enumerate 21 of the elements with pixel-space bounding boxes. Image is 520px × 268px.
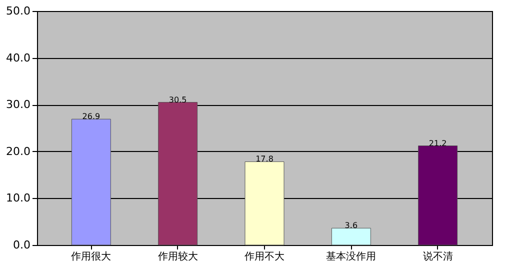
data-label: 3.6 — [344, 221, 358, 230]
x-tick-label: 作用不大 — [244, 250, 284, 262]
y-tick-label: 20.0 — [6, 144, 30, 158]
bar — [331, 228, 371, 246]
bar — [244, 161, 284, 246]
data-label: 30.5 — [168, 95, 187, 104]
y-tick-label: 0.0 — [13, 238, 30, 252]
bar — [158, 102, 198, 246]
bar — [71, 118, 111, 246]
x-tick-label: 作用很大 — [70, 250, 112, 262]
x-tick-label: 基本没作用 — [326, 250, 376, 262]
y-tick-label: 10.0 — [6, 192, 30, 205]
y-tick-label: 30.0 — [6, 98, 30, 112]
y-tick-label: 40.0 — [6, 51, 30, 64]
data-label: 21.2 — [428, 138, 447, 148]
y-tick-label: 50.0 — [6, 4, 30, 18]
x-tick-label: 说不清 — [422, 250, 453, 262]
data-label: 17.8 — [256, 154, 274, 164]
x-tick-label: 作用较大 — [156, 250, 198, 262]
data-label: 26.9 — [82, 112, 100, 122]
bar — [418, 146, 458, 246]
